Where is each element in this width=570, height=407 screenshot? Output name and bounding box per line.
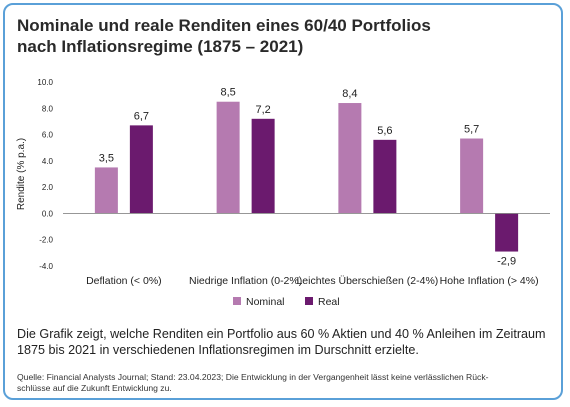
data-label-real-1: 7,2 [255,104,270,116]
legend-swatch-real [305,297,313,305]
legend: Nominal Real [233,296,340,308]
bar-nominal-1 [216,101,240,214]
bar-nominal-2 [338,103,362,214]
y-axis-label: Rendite (% p.a.) [16,138,27,210]
data-label-real-3: -2,9 [497,256,516,268]
y-tick-label: 2.0 [42,183,54,192]
bar-real-0 [129,125,153,214]
source-line-2: schlüsse auf die Zukunft Entwicklung zu. [17,383,172,393]
legend-swatch-nominal [233,297,241,305]
chart-title-line-1: Nominale und reale Renditen eines 60/40 … [17,16,431,35]
y-tick-label: 10.0 [37,78,53,87]
legend-label-nominal: Nominal [246,296,285,308]
x-tick-label: Niedrige Inflation (0-2%) [189,275,302,287]
bar-chart: Rendite (% p.a.) 10.0 8.0 6.0 4.0 2.0 0.0 -2.0… [16,78,550,308]
x-tick-label: Hohe Inflation (> 4%) [440,275,539,287]
bar-nominal-3 [460,138,484,214]
x-tick-label: Leichtes Überschießen (2-4%) [296,275,438,287]
y-tick-label: 6.0 [42,131,54,140]
data-label-nominal-3: 5,7 [464,124,479,136]
data-label-real-2: 5,6 [377,125,392,137]
bars: 3,5 6,7 8,5 7,2 8,4 5,6 5,7 -2,9 [94,87,519,268]
bar-real-3 [495,213,519,252]
x-tick-label: Deflation (< 0%) [86,275,162,287]
y-tick-label: 4.0 [42,157,54,166]
data-label-real-0: 6,7 [134,110,149,122]
y-tick-label: 0.0 [42,209,54,218]
bar-nominal-0 [94,167,118,214]
data-label-nominal-0: 3,5 [99,152,114,164]
chart-description: Die Grafik zeigt, welche Renditen ein Po… [17,327,546,357]
x-axis-labels: Deflation (< 0%) Niedrige Inflation (0-2%… [86,275,539,287]
y-axis-ticks: 10.0 8.0 6.0 4.0 2.0 0.0 -2.0 -4.0 [37,78,53,271]
chart-title: Nominale und reale Renditen eines 60/40 … [17,15,437,57]
chart-title-line-2: nach Inflationsregime (1875 – 2021) [17,37,304,56]
bar-real-1 [251,118,275,214]
data-label-nominal-1: 8,5 [220,87,235,99]
y-tick-label: -2.0 [39,236,53,245]
chart-card: Nominale und reale Renditen eines 60/40 … [3,3,563,400]
source-line-1: Quelle: Financial Analysts Journal; Stan… [17,372,489,382]
legend-label-real: Real [318,296,340,308]
source-note: Quelle: Financial Analysts Journal; Stan… [17,372,557,394]
y-tick-label: -4.0 [39,262,53,271]
bar-real-2 [373,139,397,214]
data-label-nominal-2: 8,4 [342,88,357,100]
y-tick-label: 8.0 [42,104,54,113]
